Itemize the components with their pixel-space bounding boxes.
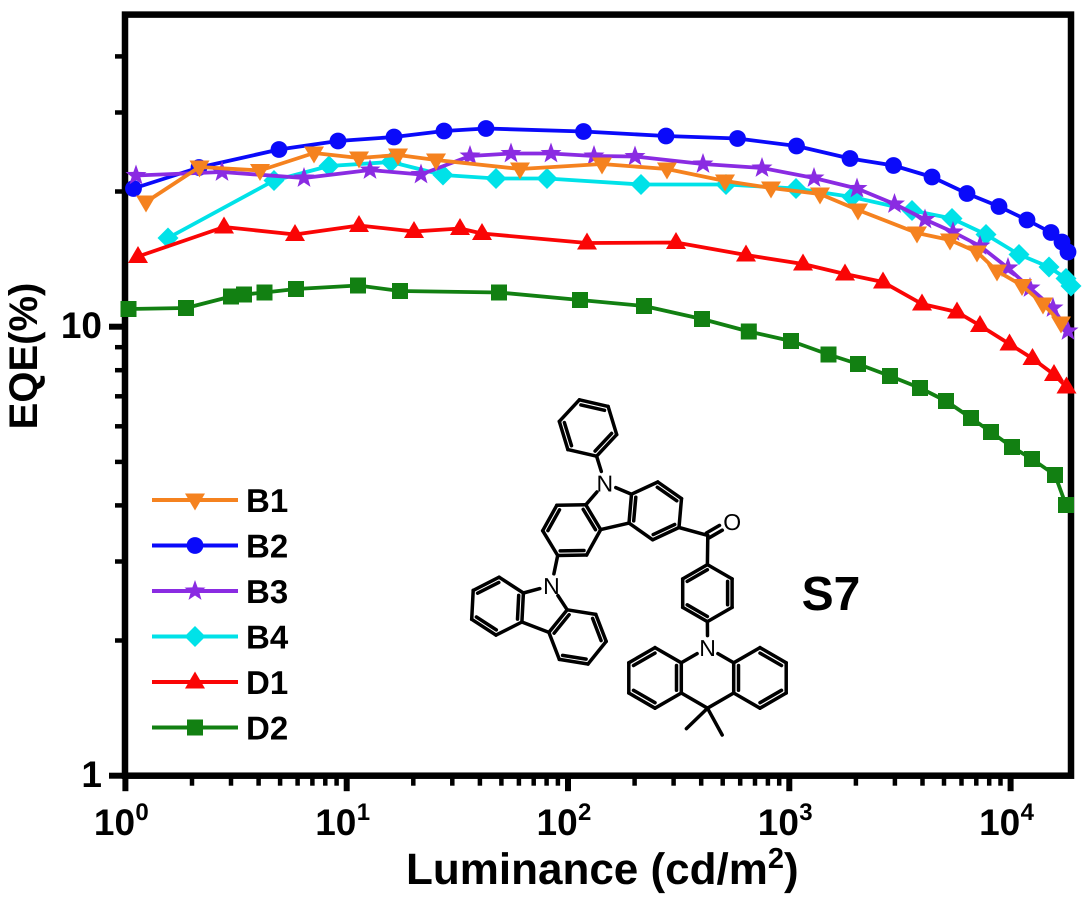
svg-text:2: 2 <box>578 799 591 826</box>
svg-text:10: 10 <box>758 802 799 843</box>
svg-text:N: N <box>543 573 560 599</box>
svg-text:Luminance (cd/m2): Luminance (cd/m2) <box>406 843 799 894</box>
svg-text:B3: B3 <box>246 573 288 610</box>
svg-text:O: O <box>723 509 741 535</box>
svg-text:4: 4 <box>1021 799 1035 826</box>
svg-text:1: 1 <box>357 799 370 826</box>
svg-text:N: N <box>699 635 716 661</box>
svg-text:10: 10 <box>315 802 356 843</box>
svg-text:B4: B4 <box>246 619 289 656</box>
svg-text:S7: S7 <box>802 568 861 621</box>
svg-text:10: 10 <box>94 802 135 843</box>
svg-text:0: 0 <box>135 799 148 826</box>
svg-text:10: 10 <box>979 802 1020 843</box>
svg-text:10: 10 <box>61 305 102 346</box>
svg-text:D2: D2 <box>246 710 288 747</box>
svg-text:D1: D1 <box>246 664 288 701</box>
svg-text:1: 1 <box>81 754 102 795</box>
svg-text:B1: B1 <box>246 482 288 519</box>
svg-text:10: 10 <box>537 802 578 843</box>
svg-text:N: N <box>596 470 613 496</box>
svg-text:EQE(%): EQE(%) <box>2 283 46 430</box>
svg-text:3: 3 <box>799 799 812 826</box>
svg-text:B2: B2 <box>246 528 288 565</box>
